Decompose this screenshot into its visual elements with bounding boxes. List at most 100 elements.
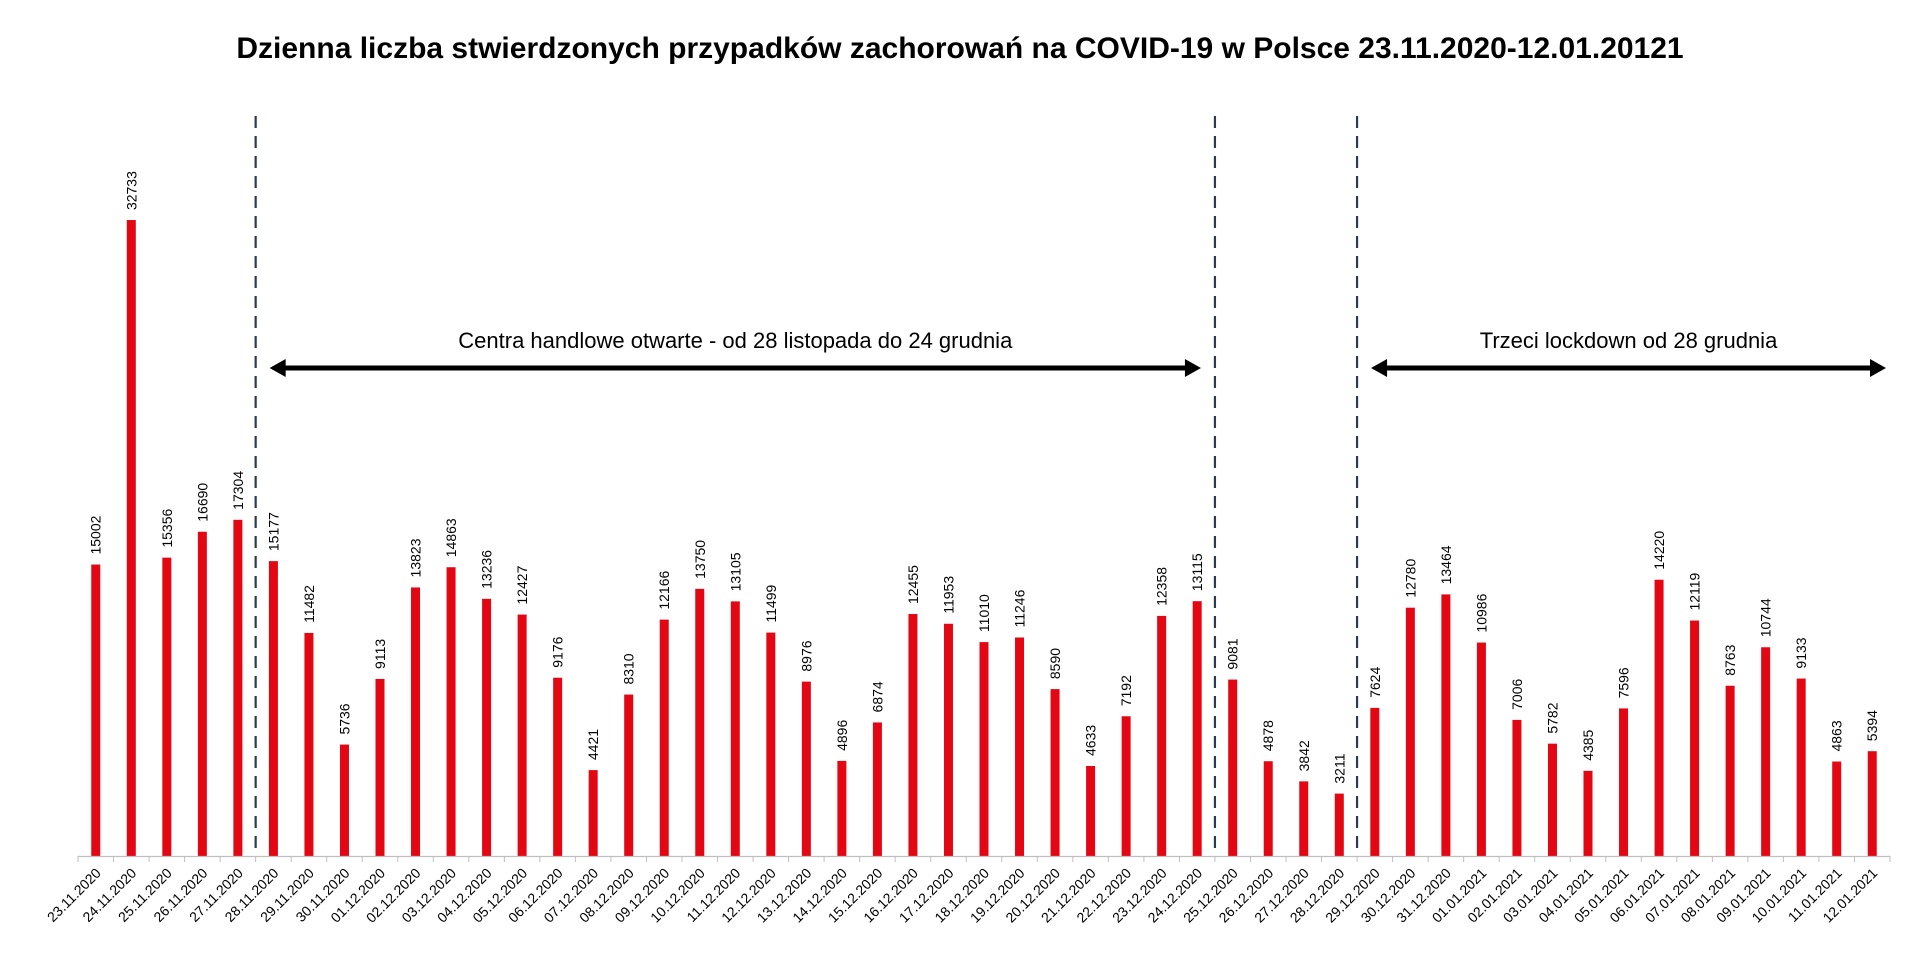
tick-labels-layer: 23.11.202024.11.202025.11.202026.11.2020… — [44, 865, 1881, 926]
bar-13.12.2020 — [801, 681, 811, 856]
value-label-04.12.2020: 13236 — [479, 550, 495, 589]
bar-26.12.2020 — [1263, 761, 1273, 856]
value-label-05.12.2020: 12427 — [514, 565, 530, 604]
value-label-26.12.2020: 4878 — [1260, 720, 1276, 751]
bar-01.12.2020 — [375, 678, 385, 856]
value-label-28.12.2020: 3211 — [1331, 753, 1347, 783]
bar-01.01.2021 — [1476, 642, 1486, 856]
annotation-arrowhead-left-2 — [1371, 359, 1388, 377]
bar-07.12.2020 — [588, 770, 598, 856]
bar-04.01.2021 — [1583, 770, 1593, 856]
bar-27.11.2020 — [233, 519, 243, 856]
value-label-29.11.2020: 11482 — [301, 585, 317, 623]
bar-02.01.2021 — [1512, 719, 1522, 856]
value-label-31.12.2020: 13464 — [1438, 545, 1454, 584]
value-label-09.12.2020: 12166 — [656, 570, 672, 609]
bar-28.11.2020 — [268, 561, 278, 856]
bar-30.12.2020 — [1405, 607, 1415, 856]
value-label-07.01.2021: 12119 — [1687, 572, 1703, 610]
bar-15.12.2020 — [872, 722, 882, 856]
bar-07.01.2021 — [1690, 620, 1700, 856]
value-label-12.12.2020: 11499 — [763, 584, 779, 622]
bars-layer — [91, 220, 1877, 857]
value-label-10.01.2021: 9133 — [1793, 637, 1809, 668]
value-label-11.01.2021: 4863 — [1829, 720, 1845, 751]
bar-17.12.2020 — [943, 623, 953, 856]
bar-24.12.2020 — [1192, 601, 1202, 856]
bar-10.12.2020 — [695, 588, 705, 856]
bar-31.12.2020 — [1441, 594, 1451, 856]
bar-03.01.2021 — [1547, 743, 1557, 856]
bar-05.01.2021 — [1619, 708, 1629, 856]
bar-21.12.2020 — [1086, 765, 1096, 856]
bar-06.01.2021 — [1654, 579, 1664, 856]
dividers-layer — [254, 116, 1359, 856]
bar-20.12.2020 — [1050, 689, 1060, 856]
value-label-01.01.2021: 10986 — [1473, 593, 1489, 632]
value-label-24.11.2020: 32733 — [123, 171, 139, 210]
value-label-08.01.2021: 8763 — [1722, 644, 1738, 675]
bar-06.12.2020 — [553, 677, 563, 856]
value-label-29.12.2020: 7624 — [1367, 667, 1383, 698]
bar-26.11.2020 — [197, 531, 207, 856]
bar-29.12.2020 — [1370, 707, 1380, 856]
bar-18.12.2020 — [979, 642, 989, 856]
bar-11.12.2020 — [730, 601, 740, 856]
bar-22.12.2020 — [1121, 716, 1131, 856]
bar-09.01.2021 — [1761, 647, 1771, 856]
axis-layer — [77, 855, 1891, 862]
value-label-06.01.2021: 14220 — [1651, 531, 1667, 570]
bar-09.12.2020 — [659, 619, 669, 856]
bar-08.12.2020 — [624, 694, 634, 856]
value-label-26.11.2020: 16690 — [194, 483, 210, 522]
bar-02.12.2020 — [411, 587, 421, 856]
annotation-text-1: Centra handlowe otwarte - od 28 listopad… — [458, 328, 1013, 353]
value-label-23.12.2020: 12358 — [1154, 567, 1170, 606]
annotation-arrowhead-right-2 — [1870, 359, 1886, 377]
annotation-text-2: Trzeci lockdown od 28 grudnia — [1480, 328, 1778, 353]
value-label-20.12.2020: 8590 — [1047, 648, 1063, 679]
value-label-02.12.2020: 13823 — [408, 538, 424, 577]
value-label-03.12.2020: 14863 — [443, 518, 459, 557]
value-label-02.01.2021: 7006 — [1509, 679, 1525, 710]
bar-11.01.2021 — [1832, 761, 1842, 856]
value-labels-layer: 15002 32733 15356 16690 17304 15177 11482 5736 9… — [88, 171, 1880, 784]
value-label-24.12.2020: 13115 — [1189, 553, 1205, 591]
value-label-06.12.2020: 9176 — [550, 636, 566, 667]
bar-12.01.2021 — [1867, 751, 1877, 856]
value-label-21.12.2020: 4633 — [1083, 725, 1099, 756]
value-label-23.11.2020: 15002 — [88, 515, 104, 554]
value-label-01.12.2020: 9113 — [372, 639, 388, 669]
value-label-09.01.2021: 10744 — [1758, 598, 1774, 637]
bar-30.11.2020 — [339, 744, 349, 856]
value-label-08.12.2020: 8310 — [621, 653, 637, 684]
value-label-30.12.2020: 12780 — [1402, 559, 1418, 598]
value-label-28.11.2020: 15177 — [265, 512, 281, 551]
value-label-27.12.2020: 3842 — [1296, 740, 1312, 771]
value-label-19.12.2020: 11246 — [1012, 589, 1028, 627]
bar-19.12.2020 — [1015, 637, 1025, 856]
bar-05.12.2020 — [517, 614, 527, 856]
bar-28.12.2020 — [1334, 793, 1344, 856]
value-label-15.12.2020: 6874 — [869, 681, 885, 712]
value-label-25.12.2020: 9081 — [1225, 638, 1241, 669]
value-label-22.12.2020: 7192 — [1118, 675, 1134, 706]
value-label-05.01.2021: 7596 — [1616, 667, 1632, 698]
bar-04.12.2020 — [482, 598, 492, 856]
bar-29.11.2020 — [304, 632, 314, 856]
value-label-11.12.2020: 13105 — [727, 552, 743, 591]
value-label-07.12.2020: 4421 — [585, 729, 601, 760]
value-label-04.01.2021: 4385 — [1580, 729, 1596, 760]
bar-25.11.2020 — [162, 557, 172, 856]
value-label-18.12.2020: 11010 — [976, 594, 992, 632]
bar-08.01.2021 — [1725, 685, 1735, 856]
value-label-14.12.2020: 4896 — [834, 720, 850, 751]
bar-12.12.2020 — [766, 632, 776, 856]
value-label-16.12.2020: 12455 — [905, 565, 921, 604]
chart-title: Dzienna liczba stwierdzonych przypadków … — [236, 32, 1683, 65]
bar-25.12.2020 — [1228, 679, 1238, 856]
bar-14.12.2020 — [837, 760, 847, 856]
value-label-13.12.2020: 8976 — [798, 640, 814, 671]
annotation-arrowhead-right-1 — [1184, 359, 1201, 377]
